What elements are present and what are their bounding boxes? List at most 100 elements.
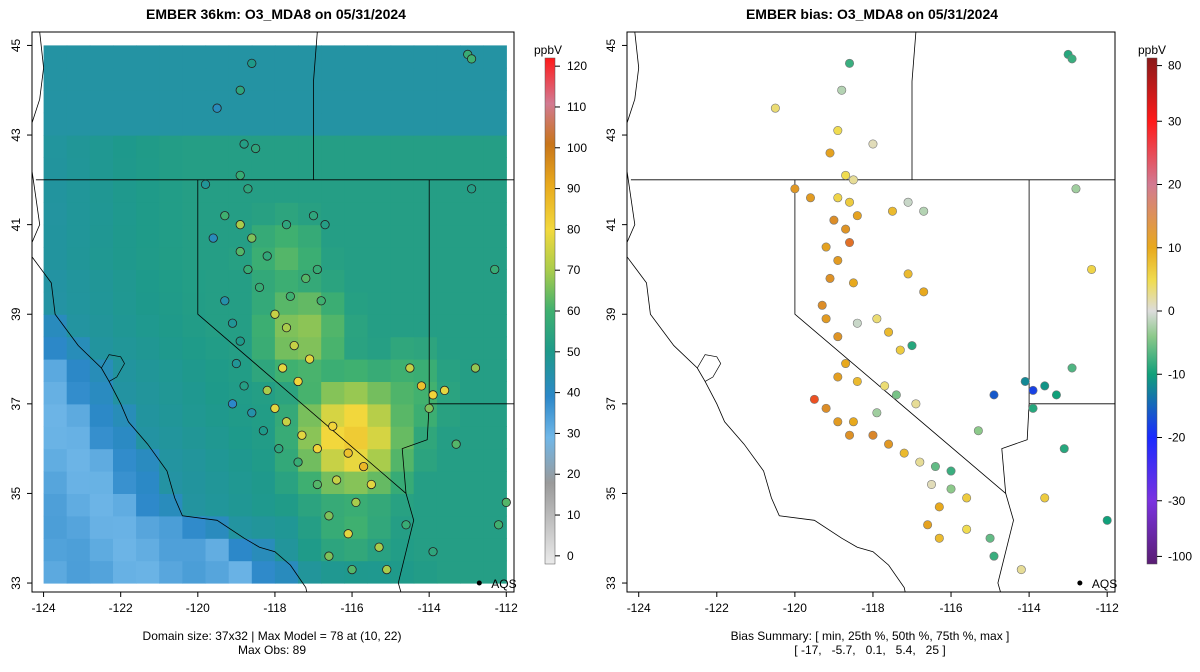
model-cell bbox=[228, 112, 253, 136]
model-cell bbox=[483, 359, 507, 382]
model-cell bbox=[205, 538, 230, 562]
model-cell bbox=[251, 538, 276, 562]
left-x-ticks: -124 -122 -120 -118 -116 -114 -112 bbox=[32, 592, 518, 615]
model-cell bbox=[228, 157, 253, 181]
model-cell bbox=[251, 291, 276, 315]
model-cell bbox=[460, 403, 484, 427]
model-cell bbox=[460, 112, 484, 136]
model-cell bbox=[43, 515, 68, 539]
bias-point bbox=[841, 224, 851, 234]
model-cell bbox=[43, 448, 68, 472]
model-cell bbox=[205, 247, 230, 270]
station-point bbox=[490, 264, 500, 275]
model-cell bbox=[436, 403, 461, 427]
model-cell bbox=[228, 403, 253, 427]
model-cell bbox=[436, 359, 461, 382]
model-cell bbox=[66, 269, 91, 293]
state-border bbox=[794, 179, 1006, 494]
model-cell bbox=[483, 157, 507, 181]
model-cell bbox=[89, 448, 114, 472]
station-point bbox=[289, 340, 299, 351]
model-cell bbox=[344, 179, 368, 203]
bias-point bbox=[1059, 444, 1069, 454]
colorbar-tick-label: 60 bbox=[567, 304, 581, 318]
model-cell bbox=[274, 515, 299, 539]
model-cell bbox=[413, 67, 438, 91]
right-x-ticks: -124 -122 -120 -118 -116 -114 -112 bbox=[627, 592, 1119, 615]
model-cell bbox=[66, 359, 91, 382]
bias-point bbox=[841, 359, 851, 369]
x-tick-label: -122 bbox=[109, 601, 133, 615]
station-point bbox=[301, 273, 311, 283]
model-cell bbox=[436, 247, 461, 270]
model-cell bbox=[113, 359, 137, 382]
model-cell bbox=[89, 45, 114, 69]
bias-point bbox=[1102, 515, 1112, 525]
model-cell bbox=[436, 202, 461, 226]
model-cell bbox=[390, 471, 415, 494]
model-cell bbox=[298, 560, 322, 584]
station-point bbox=[320, 220, 330, 230]
station-point bbox=[293, 376, 303, 387]
bias-point bbox=[903, 197, 913, 207]
bias-point bbox=[837, 85, 847, 95]
model-cell bbox=[483, 45, 507, 69]
bias-panel: EMBER bias: O3_MDA8 on 05/31/2024 -124 -1… bbox=[604, 6, 1192, 657]
model-cell bbox=[89, 314, 114, 338]
model-cell bbox=[367, 403, 392, 427]
observation-stations bbox=[200, 49, 511, 575]
model-cell bbox=[136, 426, 160, 450]
station-point bbox=[262, 385, 272, 395]
bias-point bbox=[1071, 184, 1081, 194]
model-cell bbox=[159, 515, 183, 539]
model-cell bbox=[228, 291, 253, 315]
bias-point bbox=[989, 390, 999, 400]
model-cell bbox=[251, 448, 276, 472]
model-cell bbox=[367, 515, 392, 539]
model-cell bbox=[43, 314, 68, 338]
aqs-marker bbox=[1077, 580, 1083, 586]
x-tick-label: -124 bbox=[627, 601, 651, 615]
model-cell bbox=[460, 90, 484, 114]
model-cell bbox=[251, 314, 276, 338]
station-point bbox=[258, 426, 268, 436]
model-cell bbox=[274, 448, 299, 472]
model-cell bbox=[113, 179, 137, 203]
model-cell bbox=[89, 247, 114, 270]
model-cell bbox=[483, 560, 507, 584]
station-point bbox=[451, 439, 461, 449]
model-cell bbox=[321, 157, 345, 181]
model-cell bbox=[413, 560, 438, 584]
station-point bbox=[235, 246, 245, 257]
model-cell bbox=[436, 515, 461, 539]
model-cell bbox=[390, 112, 415, 136]
bias-point bbox=[907, 341, 917, 351]
model-cell bbox=[113, 202, 137, 226]
model-cell bbox=[43, 426, 68, 450]
model-cell bbox=[344, 202, 368, 226]
station-point bbox=[270, 403, 280, 413]
model-cell bbox=[367, 314, 392, 338]
model-cell bbox=[182, 202, 207, 226]
station-point bbox=[382, 564, 392, 575]
model-cell bbox=[182, 471, 207, 494]
model-cell bbox=[251, 426, 276, 450]
model-cell bbox=[136, 90, 160, 114]
model-cell bbox=[228, 247, 253, 270]
model-cell bbox=[390, 224, 415, 248]
station-point bbox=[247, 58, 257, 68]
model-cell bbox=[113, 314, 137, 338]
model-cell bbox=[159, 538, 183, 562]
bias-point bbox=[868, 139, 878, 149]
model-cell bbox=[483, 179, 507, 203]
model-cell bbox=[89, 493, 114, 517]
model-cell bbox=[483, 224, 507, 248]
model-cell bbox=[321, 247, 345, 270]
bias-point bbox=[821, 242, 831, 252]
model-cell bbox=[436, 381, 461, 405]
bias-point bbox=[887, 206, 897, 216]
bias-point bbox=[930, 462, 940, 472]
model-cell bbox=[483, 471, 507, 494]
model-cell bbox=[436, 448, 461, 472]
station-point bbox=[254, 282, 265, 292]
